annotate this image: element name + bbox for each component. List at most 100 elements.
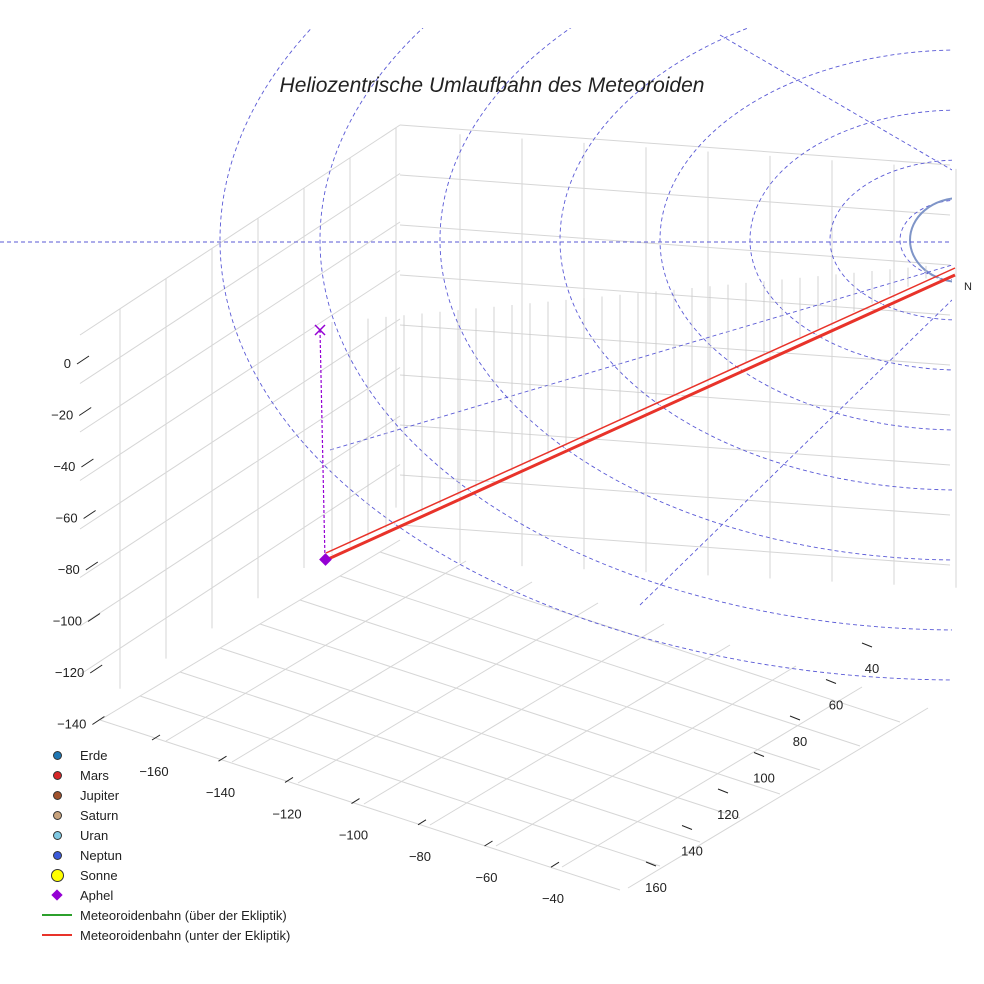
legend-label: Uran	[80, 827, 109, 843]
grid-line	[259, 623, 781, 795]
grid-line	[179, 671, 701, 843]
legend-marker	[52, 790, 62, 800]
legend-item: Mars	[40, 765, 290, 785]
grid-line	[627, 707, 929, 889]
legend-item: Meteoroidenbahn (über der Ekliptik)	[40, 905, 290, 925]
grid-line	[99, 539, 401, 721]
legend-label: Aphel	[80, 887, 114, 903]
legend-label: Saturn	[80, 807, 119, 823]
aphel-drop-line	[319, 329, 326, 561]
legend-item: Uran	[40, 825, 290, 845]
legend-symbol	[40, 825, 74, 845]
x-tick-label: −60	[475, 870, 497, 885]
z-tick-label: −100	[53, 614, 82, 629]
z-tick-label: 0	[64, 356, 71, 371]
x-tick-mark	[417, 819, 427, 826]
grid-line	[399, 274, 951, 316]
annotation-n: N	[964, 281, 972, 293]
x-tick-mark	[550, 861, 560, 868]
meteoroid-trajectory	[314, 267, 956, 566]
x-tick-label: −80	[409, 849, 431, 864]
legend-symbol	[40, 765, 74, 785]
z-tick-mark	[87, 613, 101, 622]
legend-marker	[50, 868, 64, 882]
legend-symbol	[40, 925, 74, 945]
trajectory-line	[325, 267, 956, 554]
legend-item: Sonne	[40, 865, 290, 885]
x-tick-label: −160	[139, 764, 168, 779]
y-tick-label: 160	[645, 880, 667, 895]
grid-line	[399, 324, 951, 366]
legend-marker	[52, 770, 62, 780]
legend-label: Jupiter	[80, 787, 120, 803]
y-tick-label: 140	[681, 844, 703, 859]
y-tick-label: 40	[865, 661, 879, 676]
y-tick-label: 120	[717, 807, 739, 822]
aphel-projection-marker	[314, 324, 326, 336]
legend-marker	[52, 810, 62, 820]
legend-symbol	[40, 845, 74, 865]
grid-line	[165, 560, 467, 742]
z-tick-label: −40	[53, 459, 75, 474]
y-tick-mark	[825, 679, 837, 684]
legend-symbol	[40, 745, 74, 765]
legend-marker	[42, 914, 72, 916]
grid-line	[79, 367, 401, 578]
x-tick-mark	[218, 755, 227, 762]
legend-marker	[52, 830, 62, 840]
axes: 0 −20 −40 −60 −80 −100 −120 −140 −160 −140 −120 −10…	[51, 355, 879, 906]
legend-marker	[52, 850, 62, 860]
orbit-ellipse	[749, 109, 952, 371]
grid-line	[399, 174, 951, 216]
planet-orbits	[0, 28, 952, 681]
orbit-ellipse	[319, 28, 952, 631]
x-tick-label: −120	[272, 806, 301, 821]
trajectory-line	[325, 273, 956, 562]
orbit-ellipse	[439, 28, 952, 561]
x-tick-mark	[351, 798, 360, 805]
drop-lines	[331, 265, 927, 555]
grid-line	[363, 623, 665, 805]
grid-line	[79, 464, 401, 675]
legend-symbol	[40, 785, 74, 805]
reference-line	[719, 34, 952, 171]
legend: Erde Mars Jupiter Saturn Uran Neptun Sonne Aphe…	[40, 745, 290, 945]
grid-line	[399, 224, 951, 266]
y-tick-label: 80	[793, 734, 807, 749]
grid-line	[99, 719, 621, 891]
y-tick-mark	[717, 788, 729, 794]
z-tick-label: −20	[51, 408, 73, 423]
grid-line	[399, 524, 951, 566]
legend-label: Neptun	[80, 847, 122, 863]
grid-line	[79, 270, 401, 481]
z-tick-label: −60	[56, 511, 78, 526]
legend-label: Sonne	[80, 867, 118, 883]
grid-line	[299, 599, 821, 771]
chart-title: Heliozentrische Umlaufbahn des Meteoroid…	[279, 74, 705, 97]
legend-item: Erde	[40, 745, 290, 765]
z-tick-mark	[85, 561, 99, 571]
reference-line	[329, 264, 952, 451]
y-tick-mark	[681, 825, 693, 830]
orbit-solid	[909, 197, 952, 283]
legend-marker	[51, 889, 63, 901]
x-tick-mark	[284, 776, 294, 783]
legend-marker	[52, 750, 62, 760]
grid-line	[495, 665, 797, 847]
legend-symbol	[40, 865, 74, 885]
z-tick-mark	[92, 716, 105, 725]
y-tick-mark	[861, 642, 873, 648]
z-tick-mark	[89, 664, 103, 674]
grid-line	[561, 686, 863, 868]
legend-label: Erde	[80, 747, 108, 763]
x-tick-mark	[484, 840, 493, 847]
x-tick-label: −40	[542, 891, 564, 906]
grid-line	[379, 551, 901, 723]
grid-line	[79, 173, 401, 384]
x-tick-label: −100	[339, 828, 368, 843]
legend-item: Jupiter	[40, 785, 290, 805]
grid-line	[79, 415, 401, 627]
z-tick-label: −140	[57, 717, 86, 732]
grid-line	[79, 221, 401, 433]
reference-line	[639, 299, 952, 606]
